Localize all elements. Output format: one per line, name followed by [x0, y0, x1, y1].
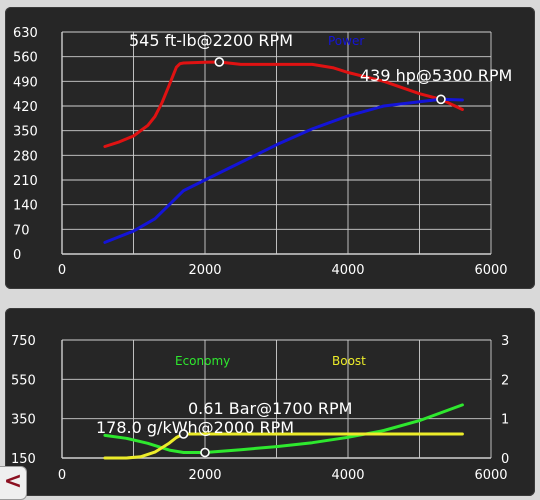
y-tick-label: 140 [13, 199, 38, 214]
boost-peak-marker [178, 429, 189, 439]
y-right-tick-label: 2 [501, 373, 509, 388]
y-tick-label: 560 [13, 51, 38, 66]
back-button[interactable]: < [0, 466, 27, 500]
torque-peak-marker [214, 57, 225, 67]
x-tick-label: 0 [58, 468, 66, 483]
x-tick-label: 6000 [474, 263, 507, 278]
y-tick-label: 350 [13, 125, 38, 140]
x-tick-label: 2000 [188, 263, 221, 278]
torque-power-chart: 0 70 140 210 280 350 420 490 560 630 0 2000 4000 6000… [13, 26, 512, 278]
economy-boost-chart: 150 350 550 750 0 1 2 3 0 2000 4000 6000 Economy Boos… [11, 334, 509, 483]
y-tick-label: 0 [13, 248, 21, 263]
x-tick-label: 4000 [331, 468, 364, 483]
legend-economy: Economy [175, 354, 230, 368]
y-left-tick-label: 750 [11, 334, 36, 349]
economy-line [103, 403, 464, 454]
y-left-tick-label: 550 [11, 373, 36, 388]
boost-peak-label: 0.61 Bar@1700 RPM [188, 399, 352, 418]
torque-power-panel: 0 70 140 210 280 350 420 490 560 630 0 2000 4000 6000… [5, 7, 535, 289]
torque-line [103, 60, 464, 148]
torque-peak-label: 545 ft-lb@2200 RPM [129, 31, 293, 50]
power-peak-label: 439 hp@5300 RPM [360, 66, 512, 85]
y-left-tick-label: 350 [11, 413, 36, 428]
economy-min-label: 178.0 g/kWh@2000 RPM [96, 418, 294, 437]
economy-boost-panel: 150 350 550 750 0 1 2 3 0 2000 4000 6000 Economy Boos… [5, 308, 535, 496]
legend-boost: Boost [332, 354, 366, 368]
y-right-tick-label: 3 [501, 334, 509, 349]
y-tick-label: 70 [13, 223, 30, 238]
economy-min-marker [200, 447, 210, 458]
x-tick-label: 2000 [188, 468, 221, 483]
y-left-tick-label: 150 [11, 452, 36, 467]
y-tick-label: 210 [13, 174, 38, 189]
y-tick-label: 420 [13, 100, 38, 115]
legend-power: Power [328, 34, 364, 48]
y-tick-label: 630 [13, 26, 38, 41]
power-peak-marker [436, 94, 446, 105]
y-right-tick-label: 0 [501, 452, 509, 467]
x-tick-label: 6000 [474, 468, 507, 483]
y-tick-label: 280 [13, 149, 38, 164]
x-tick-label: 0 [58, 263, 66, 278]
y-tick-label: 490 [13, 75, 38, 90]
y-right-tick-label: 1 [501, 413, 509, 428]
power-line [103, 97, 464, 244]
x-tick-label: 4000 [331, 263, 364, 278]
